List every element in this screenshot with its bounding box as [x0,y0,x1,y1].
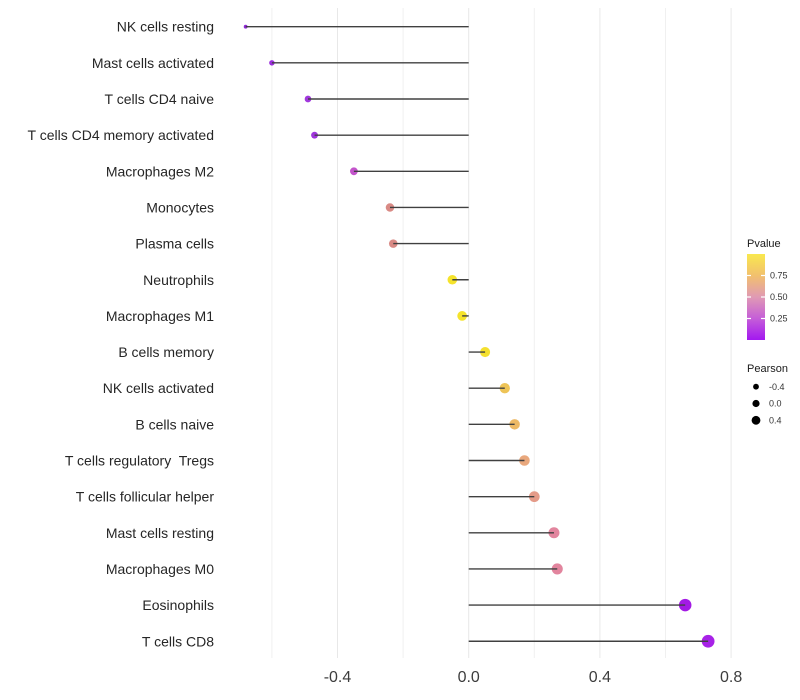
y-axis-label: T cells CD8 [142,633,214,649]
pearson-legend-label: 0.4 [769,416,782,426]
x-tick-label: 0.0 [458,669,480,686]
y-axis-label: NK cells activated [103,380,214,396]
y-axis-label: Plasma cells [135,236,214,252]
x-tick-label: 0.4 [589,669,611,686]
x-tick-label: -0.4 [324,669,352,686]
pvalue-colorbar [747,254,765,340]
pearson-legend-label: -0.4 [769,382,785,392]
y-axis-label: NK cells resting [117,19,214,35]
y-axis-label: Neutrophils [143,272,214,288]
pvalue-legend-title: Pvalue [747,238,781,250]
y-axis-label: Mast cells resting [106,525,214,541]
y-axis-label: Macrophages M1 [106,308,214,324]
y-axis-label: Monocytes [146,199,214,215]
y-axis-label: Macrophages M0 [106,561,214,577]
pearson-legend-dot [753,383,759,390]
y-axis-label: Mast cells activated [92,55,214,71]
x-tick-label: 0.8 [720,669,742,686]
pearson-legend-dot [751,415,761,425]
y-axis-label: B cells naive [135,416,214,432]
pearson-legend-label: 0.0 [769,399,782,409]
y-axis-label: T cells follicular helper [76,489,215,505]
y-axis-label: Eosinophils [142,597,214,613]
y-axis-label: T cells CD4 naive [105,91,215,107]
y-axis-label: B cells memory [118,344,214,360]
y-axis-label: T cells CD4 memory activated [28,127,214,143]
y-axis-label: T cells regulatory Tregs [65,453,214,469]
pvalue-tick-label: 0.50 [770,292,788,302]
y-axis-label: Macrophages M2 [106,163,214,179]
pvalue-tick-label: 0.75 [770,271,788,281]
lollipop-dot [499,383,510,394]
pearson-legend-dot [752,399,760,408]
pearson-legend-title: Pearson [747,363,788,375]
lollipop-dot [519,455,530,466]
pvalue-tick-label: 0.25 [770,314,788,324]
